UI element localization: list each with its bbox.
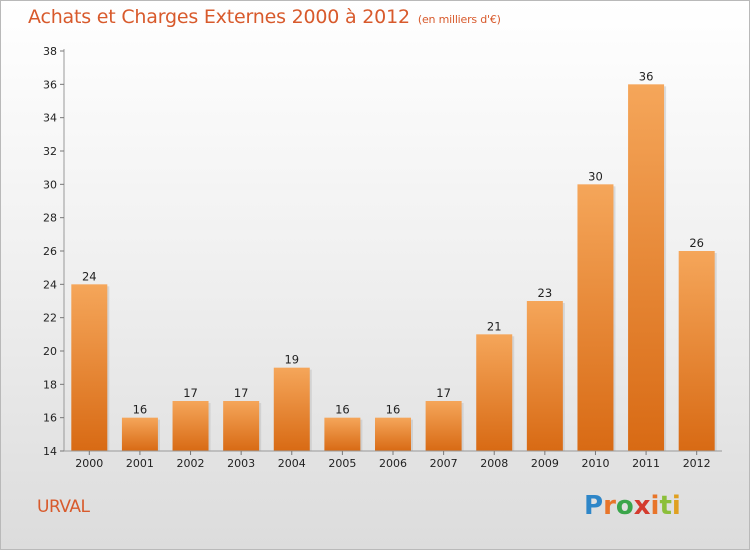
data-label: 16: [386, 403, 401, 417]
x-tick-label: 2004: [278, 457, 306, 470]
bar: [71, 284, 108, 451]
data-label: 16: [133, 403, 148, 417]
x-tick-label: 2012: [683, 457, 711, 470]
x-tick-label: 2000: [75, 457, 103, 470]
proxiti-logo: Proxiti: [584, 491, 681, 521]
x-axis: 2000 2001 2002 2003 2004 2005 2006 2007 2008 2009…: [64, 450, 722, 470]
x-tick-label: 2010: [581, 457, 609, 470]
bar: [526, 301, 563, 451]
logo-letter: o: [615, 491, 634, 521]
y-tick-label: 24: [43, 278, 57, 291]
bar: [577, 184, 614, 452]
data-label: 36: [639, 69, 654, 83]
bar: [223, 401, 260, 451]
logo-letter: t: [659, 491, 672, 521]
y-tick-label: 36: [43, 78, 57, 91]
data-label: 17: [436, 386, 451, 400]
logo-letter: r: [603, 491, 616, 521]
x-tick-label: 2008: [480, 457, 508, 470]
bar: [121, 417, 158, 451]
data-label: 24: [82, 269, 97, 283]
data-label: 16: [335, 403, 350, 417]
bar: [273, 367, 310, 451]
y-tick-label: 26: [43, 245, 57, 258]
x-tick-label: 2011: [632, 457, 660, 470]
bar: [425, 401, 462, 451]
data-label: 23: [538, 286, 553, 300]
y-tick-label: 14: [43, 445, 57, 458]
data-label: 26: [689, 236, 704, 250]
x-tick-label: 2001: [126, 457, 154, 470]
commune-name: URVAL: [37, 497, 90, 517]
data-label: 21: [487, 319, 502, 333]
x-tick-label: 2003: [227, 457, 255, 470]
logo-letter: x: [633, 491, 651, 521]
logo-letter: i: [650, 491, 660, 521]
chart-subtitle: (en milliers d'€): [417, 13, 501, 26]
bar: [628, 84, 665, 451]
logo-letter: i: [671, 491, 681, 521]
data-label: 19: [284, 353, 299, 367]
y-axis: 14 16 18 20 22 24 26 28 30 32 34 36 38: [43, 45, 65, 458]
chart-title: Achats et Charges Externes 2000 à 2012 (e…: [28, 6, 501, 28]
bar: [678, 251, 715, 451]
bar: [375, 417, 411, 451]
chart-title-text: Achats et Charges Externes 2000 à 2012: [28, 6, 410, 28]
bar: [476, 334, 513, 451]
y-tick-label: 32: [43, 145, 57, 158]
logo-letter: P: [584, 491, 604, 521]
bars-group: 24 16 17 17 19 16 16 17 21 23 30 36 26: [71, 69, 717, 452]
y-tick-label: 22: [43, 312, 57, 325]
y-tick-label: 20: [43, 345, 57, 358]
y-tick-label: 16: [43, 412, 57, 425]
y-tick-label: 34: [43, 112, 57, 125]
bar: [324, 417, 361, 451]
data-label: 17: [234, 386, 249, 400]
y-tick-label: 38: [43, 45, 57, 58]
y-tick-label: 28: [43, 212, 57, 225]
data-label: 30: [588, 169, 603, 183]
y-tick-label: 30: [43, 178, 57, 191]
data-label: 17: [183, 386, 198, 400]
x-tick-label: 2005: [328, 457, 356, 470]
x-tick-label: 2002: [177, 457, 205, 470]
x-tick-label: 2009: [531, 457, 559, 470]
x-tick-label: 2006: [379, 457, 407, 470]
bar: [172, 401, 209, 451]
y-tick-label: 18: [43, 378, 57, 391]
x-tick-label: 2007: [430, 457, 458, 470]
